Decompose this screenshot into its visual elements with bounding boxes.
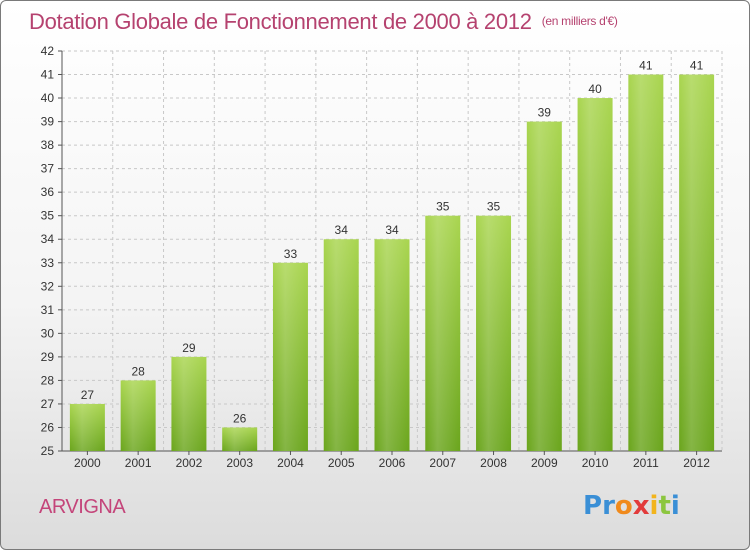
logo-letter: r [602,491,615,521]
bar-value-label: 28 [131,364,145,378]
bar-value-label: 27 [81,388,95,402]
y-tick-label: 27 [41,397,55,411]
chart-title: Dotation Globale de Fonctionnement de 20… [29,9,618,35]
commune-name: ARVIGNA [39,496,126,518]
bar-shine [577,98,613,451]
x-tick-label: 2011 [633,456,659,470]
bar-shine [374,239,410,451]
bar-shine [679,74,715,451]
y-tick-label: 42 [41,44,55,58]
logo-letter: i [670,491,680,521]
bar-value-label: 34 [335,223,349,237]
bar-value-label: 35 [436,200,450,214]
bar-shine [526,121,562,452]
y-tick-label: 29 [41,350,55,364]
bar-shine [171,356,207,451]
y-tick-label: 37 [41,162,55,176]
x-tick-label: 2002 [176,456,203,470]
bar-shine [69,403,105,451]
bar-shine [222,427,258,451]
logo-letter: i [649,491,659,521]
y-tick-label: 32 [41,279,55,293]
x-tick-label: 2009 [531,456,558,470]
x-tick-label: 2008 [480,456,507,470]
y-tick-label: 38 [41,138,55,152]
y-tick-label: 25 [41,444,55,458]
y-tick-label: 35 [41,209,55,223]
bar-shine [476,215,512,451]
y-tick-label: 26 [41,420,55,434]
y-tick-label: 33 [41,256,55,270]
logo-letter: t [658,491,671,521]
bars [69,74,715,452]
bar-shine [425,215,461,451]
bar-value-label: 40 [588,82,602,96]
bar-shine [272,262,308,451]
bar-value-label: 33 [284,247,298,261]
y-tick-label: 31 [41,303,55,317]
x-tick-label: 2005 [328,456,355,470]
y-tick-label: 39 [41,115,55,129]
y-tick-label: 41 [41,68,55,82]
bar-value-label: 29 [182,341,196,355]
logo-letter: x [632,491,650,521]
y-tick-label: 36 [41,185,55,199]
bar-shine [628,74,664,451]
logo-letter: P [583,491,603,521]
x-tick-label: 2003 [226,456,253,470]
x-tick-label: 2006 [379,456,406,470]
chart-subtitle: (en milliers d'€) [541,14,618,28]
x-tick-label: 2004 [277,456,304,470]
bar-shine [120,380,156,451]
bar-value-label: 35 [487,200,501,214]
bar-value-label: 34 [385,223,399,237]
bar-value-label: 41 [690,59,704,73]
x-tick-label: 2010 [582,456,609,470]
x-tick-label: 2000 [74,456,101,470]
y-tick-label: 30 [41,326,55,340]
y-tick-label: 34 [41,232,55,246]
axes: 25 26 27 28 29 30 31 32 33 34 35 36 37 38 39 40 41 42 2000… [41,44,722,470]
bar-value-labels: 27 28 29 26 33 34 34 35 35 39 40 41 41 [81,59,704,426]
logo-letter: o [614,491,633,521]
bar-value-label: 26 [233,411,247,425]
y-tick-label: 40 [41,91,55,105]
y-tick-label: 28 [41,373,55,387]
bar-value-label: 39 [538,106,552,120]
proxiti-logo[interactable]: Proxiti [583,491,680,521]
x-tick-label: 2001 [125,456,152,470]
chart-title-text: Dotation Globale de Fonctionnement de 20… [29,9,532,34]
x-tick-label: 2007 [429,456,456,470]
x-tick-label: 2012 [683,456,710,470]
bar-value-label: 41 [639,59,653,73]
bar-shine [323,239,359,451]
